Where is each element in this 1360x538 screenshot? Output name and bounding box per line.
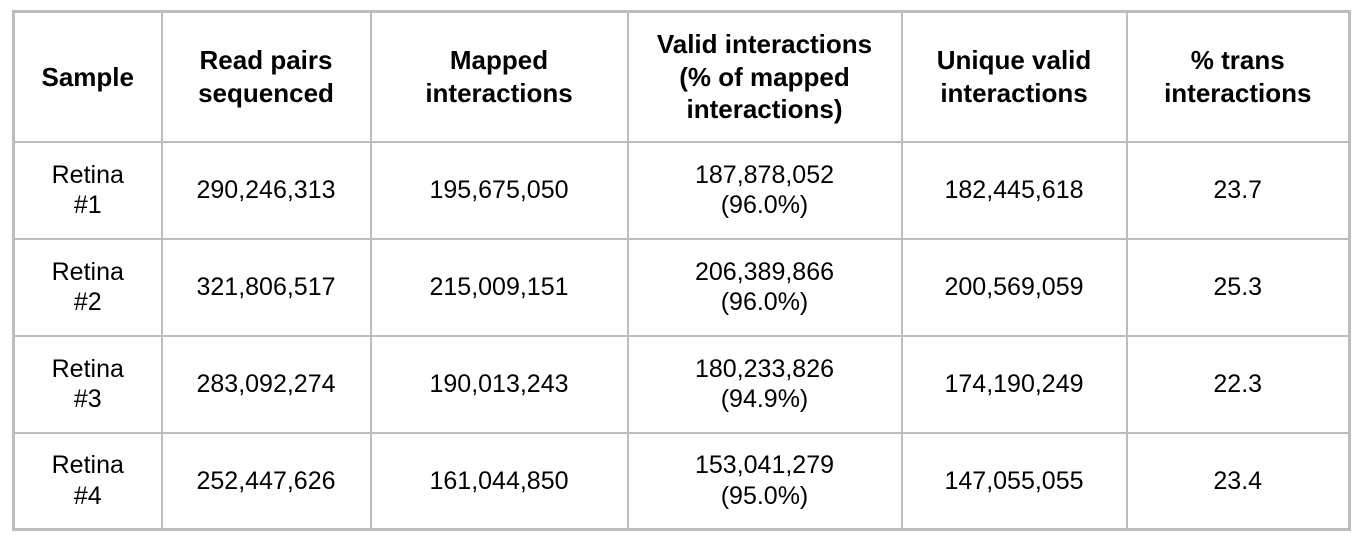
cell-read-pairs: 252,447,626 (160, 431, 372, 531)
col-header-sample: Sample (12, 10, 163, 143)
cell-trans: 23.4 (1125, 431, 1351, 531)
col-header-trans: % trans interactions (1125, 10, 1351, 143)
cell-mapped-interactions: 190,013,243 (369, 334, 629, 434)
cell-valid-interactions: 180,233,826 (94.9%) (626, 334, 903, 434)
col-header-mapped-interactions: Mapped interactions (369, 10, 629, 143)
col-header-unique-valid: Unique valid interactions (900, 10, 1128, 143)
cell-read-pairs: 283,092,274 (160, 334, 372, 434)
cell-read-pairs: 321,806,517 (160, 237, 372, 337)
table-header-row: Sample Read pairs sequenced Mapped inter… (12, 10, 1351, 143)
cell-sample: Retina #4 (12, 431, 163, 531)
table-row: Retina #4 252,447,626 161,044,850 153,04… (12, 431, 1351, 531)
cell-unique-valid: 182,445,618 (900, 140, 1128, 240)
cell-valid-interactions: 153,041,279 (95.0%) (626, 431, 903, 531)
cell-trans: 25.3 (1125, 237, 1351, 337)
cell-valid-interactions: 187,878,052 (96.0%) (626, 140, 903, 240)
cell-mapped-interactions: 195,675,050 (369, 140, 629, 240)
cell-valid-interactions: 206,389,866 (96.0%) (626, 237, 903, 337)
col-header-valid-interactions: Valid interactions (% of mapped interact… (626, 10, 903, 143)
cell-mapped-interactions: 215,009,151 (369, 237, 629, 337)
cell-trans: 22.3 (1125, 334, 1351, 434)
table-row: Retina #3 283,092,274 190,013,243 180,23… (12, 334, 1351, 434)
table-row: Retina #2 321,806,517 215,009,151 206,38… (12, 237, 1351, 337)
cell-sample: Retina #2 (12, 237, 163, 337)
cell-sample: Retina #1 (12, 140, 163, 240)
cell-sample: Retina #3 (12, 334, 163, 434)
sequencing-stats-table: Sample Read pairs sequenced Mapped inter… (12, 10, 1351, 531)
cell-read-pairs: 290,246,313 (160, 140, 372, 240)
col-header-read-pairs: Read pairs sequenced (160, 10, 372, 143)
cell-unique-valid: 174,190,249 (900, 334, 1128, 434)
cell-trans: 23.7 (1125, 140, 1351, 240)
table-row: Retina #1 290,246,313 195,675,050 187,87… (12, 140, 1351, 240)
cell-unique-valid: 200,569,059 (900, 237, 1128, 337)
cell-mapped-interactions: 161,044,850 (369, 431, 629, 531)
cell-unique-valid: 147,055,055 (900, 431, 1128, 531)
